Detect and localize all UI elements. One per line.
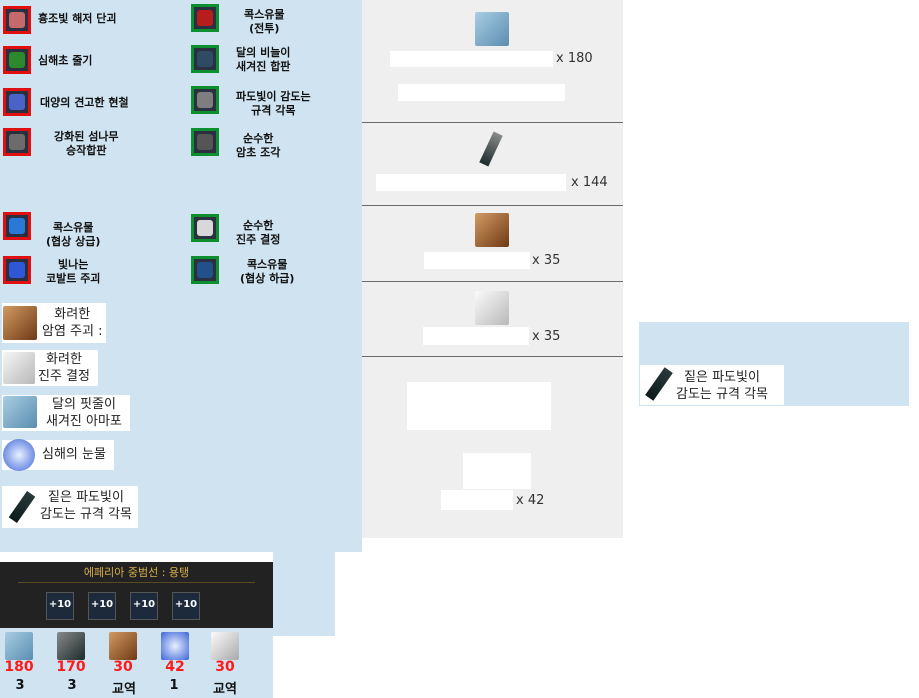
blank-field [376, 174, 566, 191]
pearl-icon [475, 291, 509, 325]
required-quantity: x 35 [532, 253, 561, 268]
material-label: 달의 비늘이 새겨진 합판 [236, 46, 291, 73]
divider [362, 356, 623, 357]
material-label: 흉조빛 해저 단괴 [38, 12, 117, 25]
item-source: 3 [15, 678, 25, 693]
material-label: 순수한 진주 결정 [236, 219, 281, 246]
item-source: 교역 [213, 682, 237, 697]
timber-icon [191, 86, 219, 114]
list-item-label: 화려한 암염 주괴 : [42, 307, 103, 339]
item-source: 교역 [112, 682, 136, 697]
pearl-icon[interactable] [211, 632, 239, 660]
blank-field [407, 382, 551, 430]
list-item-label: 달의 핏줄이 새겨진 아마포 [46, 397, 122, 429]
material-label: 콕스유물 (협상 하급) [240, 258, 295, 285]
seaweed-stem-icon [3, 46, 31, 74]
required-quantity: x 42 [516, 493, 545, 508]
tear-icon [3, 439, 35, 471]
divider [362, 205, 623, 206]
upgrade-level: +10 [90, 599, 114, 610]
required-quantity: x 180 [556, 51, 593, 66]
timber-icon [474, 131, 508, 167]
required-quantity: x 144 [571, 175, 608, 190]
blank-field [441, 490, 513, 510]
required-quantity: x 35 [532, 329, 561, 344]
moon-plywood-icon [191, 45, 219, 73]
dark-timber-icon [4, 489, 38, 525]
tooltip-label: 짙은 파도빛이 감도는 규격 각목 [676, 370, 768, 402]
blank-field [423, 327, 529, 345]
material-label: 순수한 암초 조각 [236, 132, 281, 159]
item-count: 170 [56, 659, 86, 675]
list-item-label: 심해의 눈물 [42, 447, 106, 462]
item-count: 30 [113, 659, 133, 675]
dark-timber-icon [643, 366, 673, 402]
pearl-crystal-icon [191, 214, 219, 242]
ore-nodule-icon [3, 6, 31, 34]
ship-title: 에페리아 중범선 : 용탱 [83, 566, 190, 579]
item-source: 1 [169, 678, 179, 693]
red-relic-icon [191, 4, 219, 32]
list-item-label: 짙은 파도빛이 감도는 규격 각목 [40, 490, 132, 522]
material-label: 콕스유물 (협상 상급) [46, 221, 101, 248]
material-label: 파도빛이 감도는 규격 각목 [236, 90, 311, 117]
upgrade-level: +10 [174, 599, 198, 610]
upgrade-slot[interactable]: +10 [46, 592, 74, 620]
pearl-icon [3, 352, 35, 384]
material-label: 콕스유물 (전투) [244, 8, 285, 35]
title-divider [18, 582, 255, 583]
list-item-label: 화려한 진주 결정 [38, 352, 90, 384]
salt-ingot-icon [3, 306, 37, 340]
blank-field [424, 252, 530, 269]
item-count: 30 [215, 659, 235, 675]
blank-field [390, 51, 553, 67]
plywood-icon [3, 128, 31, 156]
blank-field [398, 84, 565, 101]
material-label: 대양의 견고한 현철 [40, 96, 129, 109]
divider [362, 281, 623, 282]
linen-icon [475, 12, 509, 46]
cobalt-ingot-icon [3, 256, 31, 284]
upgrade-slot[interactable]: +10 [130, 592, 158, 620]
material-label: 심해초 줄기 [38, 54, 93, 67]
blue-crystal-icon [3, 88, 31, 116]
blank-field [463, 453, 531, 489]
upgrade-level: +10 [48, 599, 72, 610]
ship-panel: 에페리아 중범선 : 용탱 +10 +10 +10 +10 180 170 30… [0, 562, 273, 698]
linen-icon [3, 396, 37, 428]
tear-icon[interactable] [161, 632, 189, 660]
salt-ingot-icon[interactable] [109, 632, 137, 660]
material-label: 강화된 섬나무 승작합판 [54, 130, 119, 157]
upgrade-slot[interactable]: +10 [88, 592, 116, 620]
item-count: 42 [165, 659, 185, 675]
item-count: 180 [4, 659, 34, 675]
timber-icon[interactable] [57, 632, 85, 660]
item-source: 3 [67, 678, 77, 693]
divider [362, 122, 623, 123]
salt-ingot-icon [475, 213, 509, 247]
reef-piece-icon [191, 128, 219, 156]
blue-relic-icon [3, 212, 31, 240]
blue-relic-low-icon [191, 256, 219, 284]
upgrade-slot[interactable]: +10 [172, 592, 200, 620]
material-label: 빛나는 코발트 주괴 [46, 258, 101, 285]
upgrade-level: +10 [132, 599, 156, 610]
linen-icon[interactable] [5, 632, 33, 660]
left-panel-extension [273, 552, 335, 636]
